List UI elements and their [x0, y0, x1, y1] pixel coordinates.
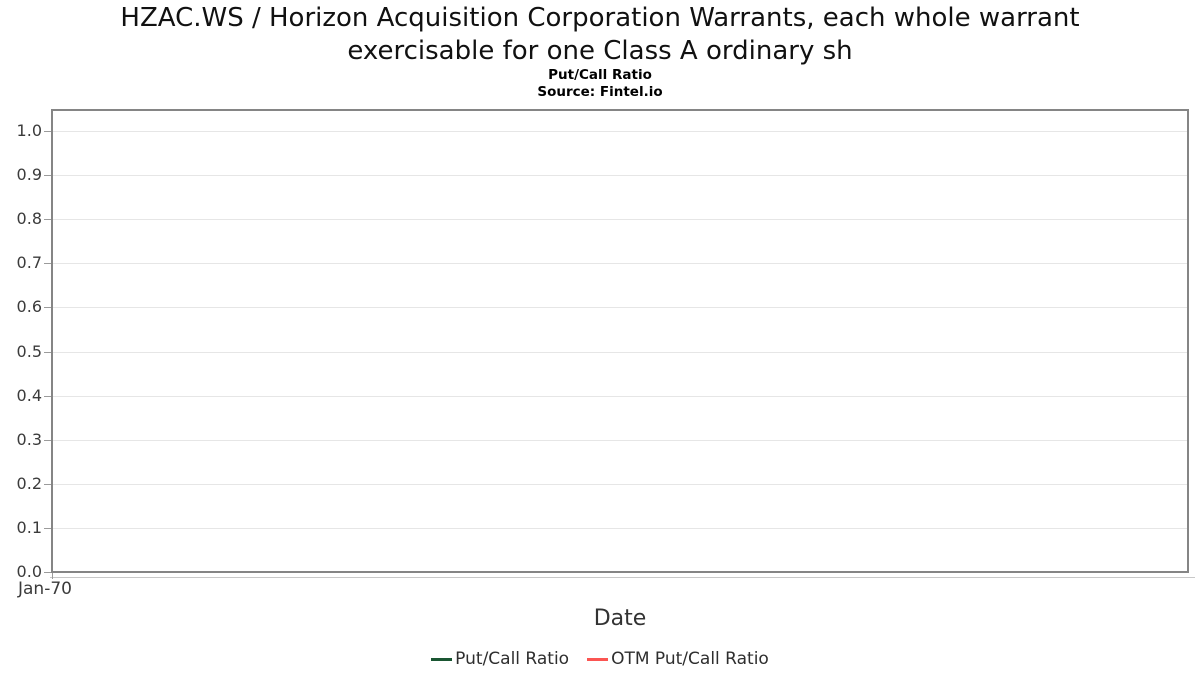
- y-tick-label-0.3: 0.3: [16, 430, 42, 449]
- y-tick-mark-0.6: [44, 307, 51, 308]
- y-tick-label-0.0: 0.0: [16, 562, 42, 581]
- otm-put-call-ratio-line-swatch: [587, 657, 609, 661]
- gridline-y-0.8: [53, 219, 1187, 220]
- gridline-y-0.2: [53, 484, 1187, 485]
- legend-item-otm-put-call-ratio[interactable]: OTM Put/Call Ratio: [587, 649, 769, 669]
- gridline-y-0.1: [53, 528, 1187, 529]
- legend-label: Put/Call Ratio: [455, 649, 570, 669]
- y-tick-label-0.8: 0.8: [16, 209, 42, 228]
- chart-subtitle: Put/Call Ratio: [548, 67, 652, 83]
- gridline-y-0.5: [53, 352, 1187, 353]
- y-tick-mark-0.3: [44, 440, 51, 441]
- y-tick-label-0.5: 0.5: [16, 342, 42, 361]
- gridline-y-0.9: [53, 175, 1187, 176]
- y-tick-mark-0.1: [44, 528, 51, 529]
- gridline-y-0.4: [53, 396, 1187, 397]
- y-tick-mark-0.2: [44, 484, 51, 485]
- y-tick-label-0.2: 0.2: [16, 474, 42, 493]
- y-tick-label-0.7: 0.7: [16, 253, 42, 272]
- plot-area: [51, 109, 1189, 573]
- y-tick-mark-0.7: [44, 263, 51, 264]
- gridline-y-0.7: [53, 263, 1187, 264]
- legend-item-put-call-ratio[interactable]: Put/Call Ratio: [431, 649, 569, 669]
- y-tick-label-0.9: 0.9: [16, 165, 42, 184]
- chart-title-text: HZAC.WS / Horizon Acquisition Corporatio…: [120, 3, 1080, 66]
- y-tick-mark-0.5: [44, 352, 51, 353]
- y-tick-mark-0.4: [44, 396, 51, 397]
- x-tick-mark: [52, 573, 53, 579]
- chart-source-credit: Source: Fintel.io: [537, 84, 663, 100]
- gridline-y-0.6: [53, 307, 1187, 308]
- y-tick-mark-1.0: [44, 131, 51, 132]
- y-tick-mark-0.9: [44, 175, 51, 176]
- legend-label: OTM Put/Call Ratio: [611, 649, 769, 669]
- x-axis-title: Date: [593, 606, 647, 631]
- x-axis-line: [50, 577, 1195, 578]
- gridline-y-0.3: [53, 440, 1187, 441]
- y-tick-mark-0.0: [44, 572, 51, 573]
- gridline-y-1.0: [53, 131, 1187, 132]
- y-tick-label-0.1: 0.1: [16, 518, 42, 537]
- y-tick-label-0.6: 0.6: [16, 297, 42, 316]
- y-tick-mark-0.8: [44, 219, 51, 220]
- put-call-ratio-line-swatch: [431, 657, 453, 661]
- y-tick-label-0.4: 0.4: [16, 386, 42, 405]
- y-tick-label-1.0: 1.0: [16, 121, 42, 140]
- chart-legend: Put/Call Ratio OTM Put/Call Ratio: [0, 648, 1200, 670]
- chart-title: HZAC.WS / Horizon Acquisition Corporatio…: [0, 2, 1200, 68]
- x-tick-label: Jan-70: [18, 579, 72, 599]
